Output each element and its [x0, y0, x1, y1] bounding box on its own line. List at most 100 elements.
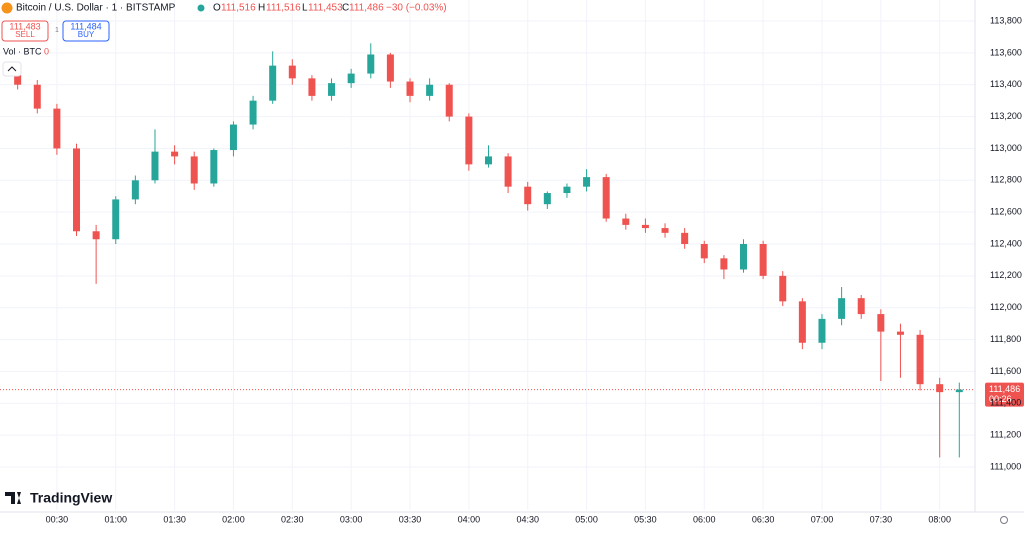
btc-icon: [1, 2, 13, 14]
x-tick-label: 06:30: [752, 514, 775, 524]
y-tick-label: 113,200: [990, 111, 1022, 121]
candle-body: [229, 124, 237, 151]
x-tick-label: 01:30: [163, 514, 186, 524]
h-label: H: [258, 3, 265, 14]
x-tick-label: 00:30: [46, 514, 69, 524]
x-tick-label: 07:30: [870, 514, 893, 524]
market-status: [197, 4, 205, 12]
spread: 1: [55, 27, 59, 34]
candle-body: [386, 54, 394, 82]
low-value: 111,453: [308, 3, 343, 14]
candle-body: [131, 180, 139, 200]
x-tick-label: 05:30: [634, 514, 657, 524]
x-tick-label: 04:00: [458, 514, 481, 524]
price-tag-box: [985, 382, 1024, 407]
candle-body: [92, 231, 100, 240]
candle-body: [484, 156, 492, 165]
y-tick-label: 113,600: [990, 47, 1022, 57]
candle-body: [445, 84, 453, 117]
candle-body: [661, 228, 669, 233]
y-tick-label: 112,000: [990, 302, 1022, 312]
candle-body: [759, 244, 767, 276]
candle-body: [779, 275, 787, 302]
candle-body: [406, 81, 414, 96]
candle-body: [288, 65, 296, 79]
candle-body: [543, 193, 551, 205]
x-tick-label: 04:30: [516, 514, 539, 524]
candle-body: [328, 83, 336, 96]
candle-body: [622, 218, 630, 225]
candle-body: [641, 224, 649, 229]
candle-body: [838, 298, 846, 319]
high-value: 111,516: [266, 3, 301, 14]
candle-body: [818, 318, 826, 343]
collapse-icon: [7, 66, 17, 72]
y-tick-label: 111,400: [990, 398, 1021, 408]
sell-button[interactable]: [1, 20, 49, 42]
candle-body: [896, 331, 904, 335]
candle-body: [112, 199, 120, 240]
candle-body: [798, 301, 806, 343]
buy-button[interactable]: [62, 20, 110, 42]
y-tick-label: 113,400: [990, 79, 1022, 89]
collapse-button[interactable]: [2, 61, 22, 77]
open-value: 111,516: [221, 3, 256, 14]
candle-body: [367, 54, 375, 74]
candle-body: [151, 151, 159, 181]
y-tick-label: 111,200: [990, 430, 1021, 440]
sell-price: 111,483: [9, 21, 40, 31]
x-tick-label: 06:00: [693, 514, 716, 524]
x-tick-label: 07:00: [811, 514, 834, 524]
candle-body: [936, 384, 944, 393]
candle-body: [720, 258, 728, 270]
y-tick-label: 112,400: [990, 238, 1022, 248]
y-tick-label: 112,200: [990, 270, 1022, 280]
candle-body: [524, 186, 532, 205]
volume-label: Vol · BTC: [3, 46, 42, 56]
x-tick-label: 02:00: [222, 514, 245, 524]
candle-body: [426, 84, 434, 96]
close-value: 111,486: [349, 3, 384, 14]
candle-body: [269, 65, 277, 101]
settings-icon[interactable]: [1000, 516, 1008, 524]
candle-body: [33, 84, 41, 109]
candle-body: [877, 314, 885, 332]
y-tick-label: 113,000: [990, 143, 1022, 153]
candle-body: [53, 108, 61, 149]
x-tick-label: 03:00: [340, 514, 363, 524]
candle-body: [602, 177, 610, 219]
candle-body: [249, 100, 257, 125]
candle-body: [700, 244, 708, 259]
candle-body: [740, 244, 748, 270]
candle-body: [583, 177, 591, 187]
symbol-title: Bitcoin / U.S. Dollar · 1 · BITSTAMP: [16, 3, 176, 14]
candle-body: [210, 150, 218, 184]
y-tick-label: 113,800: [990, 15, 1022, 25]
candle-body: [171, 151, 179, 157]
y-tick-label: 111,600: [990, 366, 1021, 376]
price-tag-value: 111,486: [989, 384, 1020, 394]
candle-body: [347, 73, 355, 84]
y-tick-label: 112,600: [990, 207, 1022, 217]
logo-text: TradingView: [30, 490, 112, 506]
x-tick-label: 03:30: [399, 514, 422, 524]
y-tick-label: 111,000: [990, 461, 1021, 471]
logo-icon: [5, 492, 21, 504]
candle-body: [73, 148, 81, 232]
candle-body: [955, 389, 963, 393]
o-label: O: [213, 3, 221, 14]
y-tick-label: 111,800: [990, 334, 1021, 344]
candle-body: [308, 78, 316, 96]
x-tick-label: 02:30: [281, 514, 304, 524]
y-tick-label: 112,800: [990, 175, 1022, 185]
candle-body: [14, 75, 22, 85]
x-tick-label: 05:00: [575, 514, 598, 524]
price-tag-countdown: 00:26: [989, 394, 1012, 404]
volume-value: 0: [44, 46, 49, 56]
buy-price: 111,484: [70, 21, 101, 31]
grid-layer: [0, 0, 975, 510]
l-label: L: [302, 3, 308, 14]
